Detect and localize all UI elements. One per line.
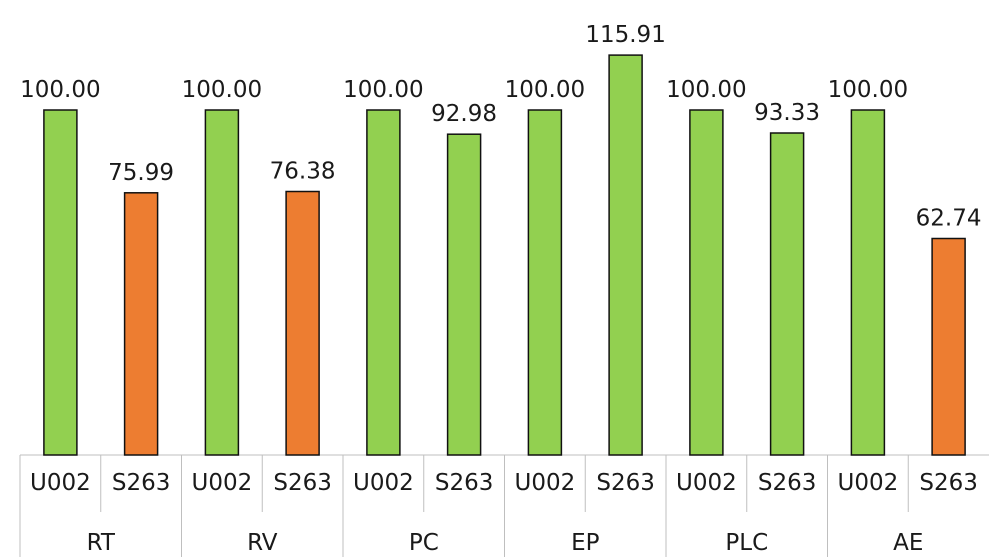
- sub-category-label: S263: [596, 470, 655, 496]
- data-label: 92.98: [431, 101, 497, 127]
- bar-ep-s263: [608, 54, 643, 456]
- sub-category-label: S263: [758, 470, 817, 496]
- bar-pc-u002: [366, 109, 401, 456]
- group-label-rv: RV: [247, 530, 278, 556]
- data-label: 62.74: [916, 206, 982, 232]
- data-label: 100.00: [20, 77, 100, 103]
- group-label-plc: PLC: [725, 530, 768, 556]
- sub-category-label: S263: [112, 470, 171, 496]
- group-label-ae: AE: [893, 530, 923, 556]
- group-label-ep: EP: [571, 530, 600, 556]
- data-label: 75.99: [108, 160, 174, 186]
- sub-category-label: S263: [435, 470, 494, 496]
- bar-pc-s263: [446, 133, 482, 456]
- bar-rt-u002: [43, 109, 78, 456]
- data-label: 93.33: [754, 100, 820, 126]
- group-label-pc: PC: [409, 530, 439, 556]
- data-label: 100.00: [828, 77, 908, 103]
- sub-category-label: U002: [515, 470, 576, 496]
- bar-ae-u002: [850, 109, 886, 456]
- bar-ae-s263: [931, 237, 966, 456]
- bar-rv-s263: [285, 190, 320, 456]
- sub-category-label: S263: [273, 470, 332, 496]
- data-label: 100.00: [505, 77, 585, 103]
- bar-rv-u002: [204, 109, 240, 456]
- data-label: 100.00: [343, 77, 423, 103]
- group-label-rt: RT: [87, 530, 116, 556]
- sub-category-label: U002: [30, 470, 91, 496]
- sub-category-label: U002: [353, 470, 414, 496]
- bar-plc-s263: [769, 132, 805, 456]
- bar-plc-u002: [689, 109, 724, 456]
- data-label: 76.38: [270, 159, 336, 185]
- sub-category-label: U002: [676, 470, 737, 496]
- sub-category-label: U002: [192, 470, 253, 496]
- sub-category-label: S263: [919, 470, 978, 496]
- data-label: 100.00: [182, 77, 262, 103]
- bar-ep-u002: [527, 109, 563, 456]
- data-label: 115.91: [585, 22, 665, 48]
- bar-rt-s263: [123, 192, 159, 456]
- sub-category-label: U002: [838, 470, 899, 496]
- data-label: 100.00: [666, 77, 746, 103]
